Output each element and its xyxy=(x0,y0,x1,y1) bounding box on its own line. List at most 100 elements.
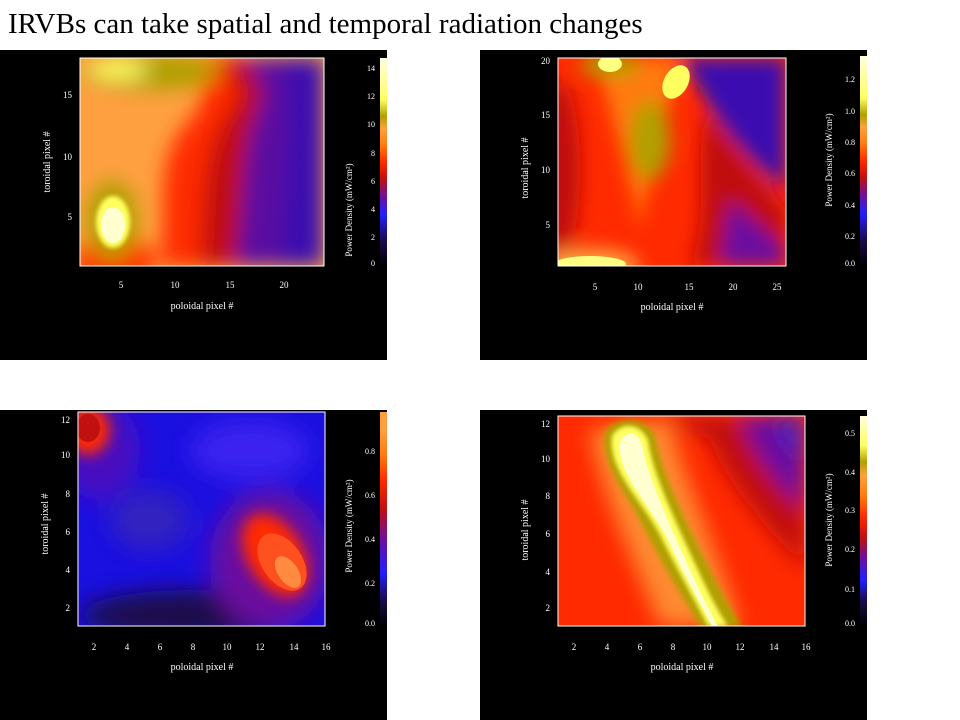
y-axis-label: toroidal pixel # xyxy=(42,131,53,192)
x-tick-label: 5 xyxy=(593,282,598,292)
colorbar-tick-label: 0.2 xyxy=(845,545,855,554)
colorbar-tick-label: 0.4 xyxy=(845,201,855,210)
x-tick-label: 20 xyxy=(280,280,290,290)
colorbar-tick-label: 0.6 xyxy=(365,491,375,500)
colorbar-tick-label: 12 xyxy=(367,92,375,101)
y-ticks: 5 10 15 20 xyxy=(541,56,551,230)
y-ticks: 5 10 15 xyxy=(63,90,73,222)
y-tick-label: 6 xyxy=(66,527,71,537)
x-ticks: 2 4 6 8 10 12 14 16 xyxy=(572,642,811,652)
heatmap-svg-3: 2 4 6 8 10 12 2 4 6 8 10 12 14 16 poloid… xyxy=(40,411,387,673)
colorbar-tick-label: 2 xyxy=(371,233,375,242)
colorbar-tick-label: 8 xyxy=(371,149,375,158)
y-tick-label: 2 xyxy=(66,603,71,613)
heatmap-panel-2: 5 10 15 20 5 10 15 20 25 poloidal pixel … xyxy=(480,50,867,360)
colorbar xyxy=(380,58,387,266)
heatmap-panel-4: 2 4 6 8 10 12 2 4 6 8 10 12 14 16 poloid… xyxy=(480,410,867,720)
x-axis-label: poloidal pixel # xyxy=(171,301,234,312)
x-ticks: 5 10 15 20 25 xyxy=(593,282,782,292)
x-tick-label: 16 xyxy=(802,642,812,652)
x-tick-label: 8 xyxy=(191,642,196,652)
colorbar xyxy=(860,56,867,266)
colorbar-tick-label: 10 xyxy=(367,120,375,129)
heatmap-panel-3: 2 4 6 8 10 12 2 4 6 8 10 12 14 16 poloid… xyxy=(0,410,387,720)
y-tick-label: 15 xyxy=(63,90,73,100)
x-tick-label: 12 xyxy=(736,642,745,652)
colorbar-tick-label: 4 xyxy=(371,205,375,214)
colorbar-tick-label: 0.4 xyxy=(845,468,855,477)
y-tick-label: 15 xyxy=(541,110,551,120)
y-ticks: 2 4 6 8 10 12 xyxy=(61,415,71,613)
y-tick-label: 12 xyxy=(541,419,550,429)
colorbar-ticks: 0.0 0.1 0.2 0.3 0.4 0.5 xyxy=(845,429,855,628)
x-tick-label: 8 xyxy=(671,642,676,652)
colorbar-tick-label: 0.0 xyxy=(845,259,855,268)
x-axis-label: poloidal pixel # xyxy=(651,662,714,673)
colorbar-tick-label: 0.8 xyxy=(845,138,855,147)
heatmap-panel-1: 5 10 15 5 10 15 20 poloidal pixel # toro… xyxy=(0,50,387,360)
x-tick-label: 6 xyxy=(638,642,643,652)
x-tick-label: 15 xyxy=(685,282,695,292)
colorbar-label: Power Density (mW/cm²) xyxy=(344,479,354,572)
x-tick-label: 10 xyxy=(171,280,181,290)
y-tick-label: 10 xyxy=(63,152,73,162)
colorbar-tick-label: 0.6 xyxy=(845,169,855,178)
y-tick-label: 10 xyxy=(541,454,551,464)
slide-title: IRVBs can take spatial and temporal radi… xyxy=(8,8,643,40)
y-tick-label: 4 xyxy=(546,567,551,577)
y-axis-label: toroidal pixel # xyxy=(520,137,531,198)
colorbar xyxy=(380,412,387,626)
x-tick-label: 5 xyxy=(119,280,124,290)
x-ticks: 5 10 15 20 xyxy=(119,280,289,290)
heatmap-svg-4: 2 4 6 8 10 12 2 4 6 8 10 12 14 16 poloid… xyxy=(520,415,867,673)
colorbar-ticks: 0 2 4 6 8 10 12 14 xyxy=(367,64,375,268)
colorbar-tick-label: 0.0 xyxy=(845,619,855,628)
colorbar-tick-label: 0.8 xyxy=(365,447,375,456)
heatmap-field xyxy=(80,58,324,266)
y-tick-label: 8 xyxy=(546,491,551,501)
colorbar-tick-label: 6 xyxy=(371,177,375,186)
y-tick-label: 5 xyxy=(68,212,73,222)
y-tick-label: 5 xyxy=(546,220,551,230)
y-tick-label: 4 xyxy=(66,565,71,575)
x-tick-label: 16 xyxy=(322,642,332,652)
x-ticks: 2 4 6 8 10 12 14 16 xyxy=(92,642,331,652)
y-tick-label: 12 xyxy=(61,415,70,425)
x-tick-label: 15 xyxy=(226,280,236,290)
x-tick-label: 12 xyxy=(256,642,265,652)
heatmap-field xyxy=(78,412,325,626)
x-tick-label: 10 xyxy=(703,642,713,652)
x-tick-label: 2 xyxy=(92,642,97,652)
x-tick-label: 25 xyxy=(773,282,783,292)
x-tick-label: 10 xyxy=(223,642,233,652)
colorbar-ticks: 0.0 0.2 0.4 0.6 0.8 xyxy=(365,447,375,628)
colorbar-tick-label: 0.3 xyxy=(845,506,855,515)
x-axis-label: poloidal pixel # xyxy=(641,302,704,313)
y-tick-label: 10 xyxy=(61,450,71,460)
colorbar-tick-label: 14 xyxy=(367,64,375,73)
colorbar-tick-label: 0.2 xyxy=(365,579,375,588)
colorbar-tick-label: 1.2 xyxy=(845,75,855,84)
colorbar-tick-label: 0.4 xyxy=(365,535,375,544)
x-tick-label: 4 xyxy=(605,642,610,652)
colorbar-label: Power Density (mW/cm²) xyxy=(824,113,834,206)
y-tick-label: 6 xyxy=(546,529,551,539)
colorbar-label: Power Density (mW/cm²) xyxy=(824,473,834,566)
x-tick-label: 2 xyxy=(572,642,577,652)
heatmap-svg-2: 5 10 15 20 5 10 15 20 25 poloidal pixel … xyxy=(520,56,867,313)
colorbar-tick-label: 0.0 xyxy=(365,619,375,628)
colorbar-tick-label: 1.0 xyxy=(845,107,855,116)
heatmap-field xyxy=(558,58,786,266)
x-tick-label: 10 xyxy=(634,282,644,292)
colorbar-tick-label: 0.1 xyxy=(845,585,855,594)
y-ticks: 2 4 6 8 10 12 xyxy=(541,419,551,613)
colorbar-label: Power Density (mW/cm²) xyxy=(344,163,354,256)
y-axis-label: toroidal pixel # xyxy=(520,499,531,560)
y-tick-label: 8 xyxy=(66,489,71,499)
colorbar-tick-label: 0.2 xyxy=(845,232,855,241)
colorbar-tick-label: 0 xyxy=(371,259,375,268)
heatmap-svg-1: 5 10 15 5 10 15 20 poloidal pixel # toro… xyxy=(42,57,387,312)
heatmap-field xyxy=(558,416,805,626)
y-tick-label: 20 xyxy=(541,56,551,66)
colorbar-tick-label: 0.5 xyxy=(845,429,855,438)
